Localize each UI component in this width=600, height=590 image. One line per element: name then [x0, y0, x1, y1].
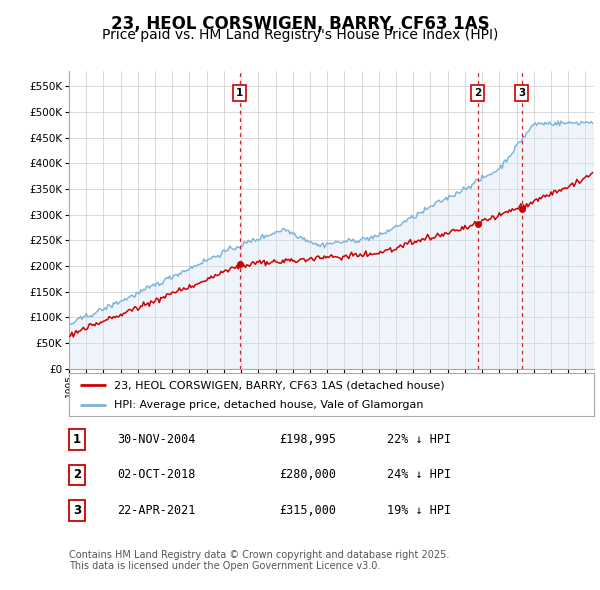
- Text: 2: 2: [73, 468, 81, 481]
- Text: 23, HEOL CORSWIGEN, BARRY, CF63 1AS (detached house): 23, HEOL CORSWIGEN, BARRY, CF63 1AS (det…: [113, 381, 444, 391]
- Text: £280,000: £280,000: [279, 468, 336, 481]
- Text: 22% ↓ HPI: 22% ↓ HPI: [387, 433, 451, 446]
- Text: 1: 1: [236, 88, 244, 98]
- Text: £315,000: £315,000: [279, 504, 336, 517]
- Text: Price paid vs. HM Land Registry's House Price Index (HPI): Price paid vs. HM Land Registry's House …: [102, 28, 498, 42]
- Text: 02-OCT-2018: 02-OCT-2018: [117, 468, 196, 481]
- Text: 24% ↓ HPI: 24% ↓ HPI: [387, 468, 451, 481]
- Text: 1: 1: [73, 433, 81, 446]
- Text: 23, HEOL CORSWIGEN, BARRY, CF63 1AS: 23, HEOL CORSWIGEN, BARRY, CF63 1AS: [110, 15, 490, 33]
- Text: 30-NOV-2004: 30-NOV-2004: [117, 433, 196, 446]
- Text: 3: 3: [73, 504, 81, 517]
- Text: 3: 3: [518, 88, 526, 98]
- Text: 19% ↓ HPI: 19% ↓ HPI: [387, 504, 451, 517]
- Text: £198,995: £198,995: [279, 433, 336, 446]
- Text: Contains HM Land Registry data © Crown copyright and database right 2025.
This d: Contains HM Land Registry data © Crown c…: [69, 550, 449, 572]
- Text: 2: 2: [474, 88, 481, 98]
- Text: 22-APR-2021: 22-APR-2021: [117, 504, 196, 517]
- Text: HPI: Average price, detached house, Vale of Glamorgan: HPI: Average price, detached house, Vale…: [113, 401, 423, 410]
